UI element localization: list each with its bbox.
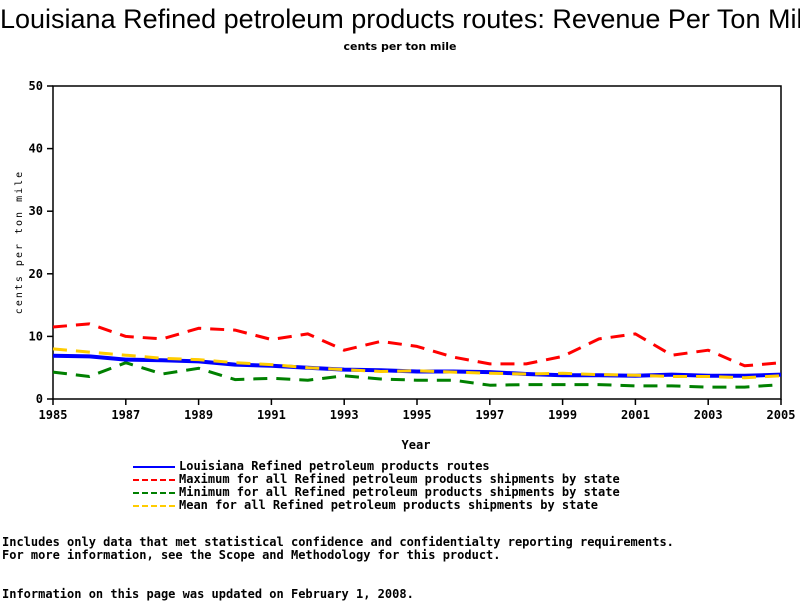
x-tick-label: 1993: [330, 408, 359, 422]
x-tick-label: 1989: [184, 408, 213, 422]
footer-updated-date: Information on this page was updated on …: [2, 587, 414, 601]
y-axis-label: cents per ton mile: [14, 170, 25, 314]
x-tick-label: 2001: [621, 408, 650, 422]
x-tick-label: 1985: [39, 408, 68, 422]
y-tick-label: 50: [29, 79, 43, 93]
y-tick-label: 30: [29, 204, 43, 218]
x-tick-label: 1991: [257, 408, 286, 422]
line-chart: 0 10 20 30 40 50 1985 1987 1989 1991 1993 1995 1997 1…: [0, 0, 800, 460]
legend-swatch: [133, 492, 175, 494]
x-tick-label: 1997: [475, 408, 504, 422]
legend-swatch: [133, 505, 175, 507]
x-tick-label: 2003: [694, 408, 723, 422]
y-tick-label: 0: [36, 392, 43, 406]
x-tick-label: 1995: [403, 408, 432, 422]
series-line-louisiana: [53, 356, 781, 376]
plot-frame: [53, 86, 781, 399]
legend-label: Mean for all Refined petroleum products …: [179, 499, 598, 512]
footer-note-methodology: For more information, see the Scope and …: [2, 548, 501, 562]
legend-swatch: [133, 479, 175, 481]
x-axis-label: Year: [402, 438, 431, 452]
x-tick-label: 1987: [111, 408, 140, 422]
y-tick-label: 40: [29, 142, 43, 156]
y-tick-label: 10: [29, 329, 43, 343]
footer-note-confidence: Includes only data that met statistical …: [2, 535, 674, 549]
legend-swatch: [133, 466, 175, 468]
x-tick-label: 1999: [548, 408, 577, 422]
y-tick-label: 20: [29, 267, 43, 281]
x-tick-label: 2005: [767, 408, 796, 422]
